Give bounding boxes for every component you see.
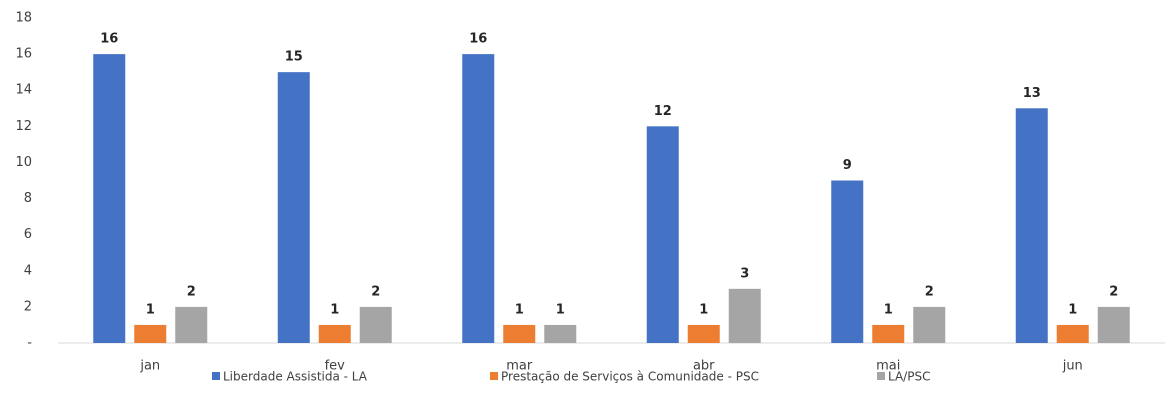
- data-label: 1: [515, 302, 524, 317]
- legend-label: LA/PSC: [888, 370, 930, 384]
- bar: [1056, 324, 1089, 343]
- y-tick-label: 12: [15, 119, 32, 134]
- data-label: 1: [556, 302, 565, 317]
- y-tick-label: 2: [24, 299, 32, 314]
- legend-label: Prestação de Serviços à Comunidade - PSC: [501, 370, 759, 384]
- legend-swatch: [877, 372, 885, 380]
- y-tick-label: 4: [24, 263, 32, 278]
- y-tick-label: 18: [15, 11, 32, 26]
- bar: [277, 72, 310, 344]
- bar: [93, 54, 126, 343]
- bar: [872, 324, 905, 343]
- data-label: 9: [843, 158, 852, 173]
- data-label: 16: [100, 32, 118, 47]
- data-label: 1: [1068, 302, 1077, 317]
- bar: [544, 324, 577, 343]
- x-tick-label: jan: [139, 359, 160, 374]
- legend-swatch: [212, 372, 220, 380]
- data-label: 1: [884, 302, 893, 317]
- x-tick-label: mai: [876, 359, 900, 374]
- bar: [318, 324, 351, 343]
- bar: [462, 54, 495, 343]
- bar: [1097, 306, 1130, 343]
- data-label: 2: [371, 284, 380, 299]
- bar: [728, 288, 761, 343]
- legend-label: Liberdade Assistida - LA: [223, 370, 368, 384]
- data-label: 1: [330, 302, 339, 317]
- data-label: 13: [1023, 86, 1041, 101]
- y-tick-label: -: [27, 336, 32, 351]
- legend-swatch: [490, 372, 498, 380]
- bar: [134, 324, 167, 343]
- bar: [503, 324, 536, 343]
- bar: [1015, 108, 1048, 344]
- x-tick-label: fev: [325, 359, 346, 374]
- y-tick-label: 10: [15, 155, 32, 170]
- data-label: 2: [187, 284, 196, 299]
- bar: [831, 180, 864, 343]
- bar: [687, 324, 720, 343]
- data-label: 1: [146, 302, 155, 317]
- bar: [913, 306, 946, 343]
- data-label: 3: [740, 266, 749, 281]
- y-tick-label: 16: [15, 47, 32, 62]
- data-label: 16: [469, 32, 487, 47]
- data-label: 1: [699, 302, 708, 317]
- data-label: 2: [925, 284, 934, 299]
- y-tick-label: 6: [24, 227, 32, 242]
- bar: [646, 126, 679, 343]
- x-tick-label: jun: [1062, 359, 1083, 374]
- y-tick-label: 14: [15, 83, 32, 98]
- data-label: 12: [654, 104, 672, 119]
- bar: [359, 306, 392, 343]
- x-tick-label: abr: [693, 359, 715, 374]
- data-label: 15: [285, 50, 303, 65]
- data-label: 2: [1109, 284, 1118, 299]
- y-tick-label: 8: [24, 191, 32, 206]
- bar: [175, 306, 208, 343]
- x-tick-label: mar: [506, 359, 533, 374]
